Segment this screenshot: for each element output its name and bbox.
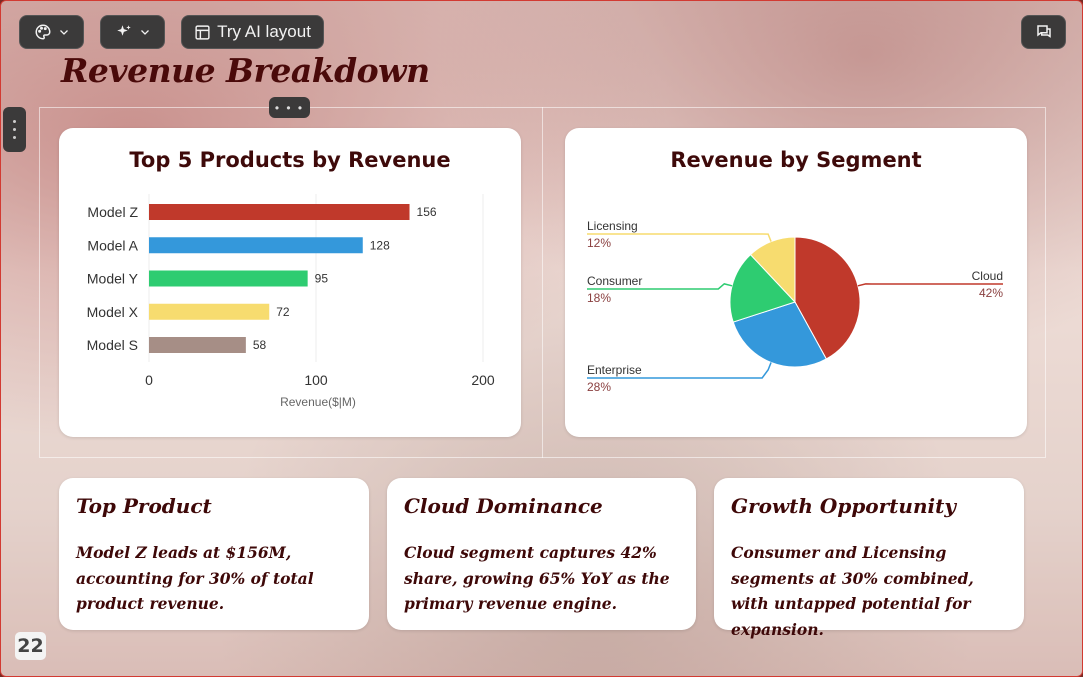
try-ai-layout-button[interactable]: Try AI layout xyxy=(181,15,324,49)
data-label: 72 xyxy=(276,305,290,319)
data-label: 58 xyxy=(253,338,267,352)
y-tick-label: Model X xyxy=(87,304,139,320)
pie-chart-card[interactable]: Revenue by Segment Cloud 42% Enterprise 28%… xyxy=(565,128,1027,437)
insight-title: Cloud Dominance xyxy=(404,494,603,518)
insight-card-top-product[interactable]: Top Product Model Z leads at $156M, acco… xyxy=(59,478,369,630)
y-tick-label: Model A xyxy=(87,237,138,253)
chevron-down-icon xyxy=(59,30,68,35)
insight-title: Growth Opportunity xyxy=(731,494,956,518)
slice-value: 28% xyxy=(587,380,611,394)
slice-value: 42% xyxy=(979,286,1003,300)
insight-card-growth-opportunity[interactable]: Growth Opportunity Consumer and Licensin… xyxy=(714,478,1024,639)
insight-body: Model Z leads at $156M, accounting for 3… xyxy=(76,543,314,613)
theme-button[interactable] xyxy=(19,15,84,49)
insight-body: Cloud segment captures 42% share, growin… xyxy=(404,543,670,613)
try-ai-layout-label: Try AI layout xyxy=(217,22,311,41)
bar-chart-title: Top 5 Products by Revenue xyxy=(129,148,451,172)
insight-body: Consumer and Licensing segments at 30% c… xyxy=(731,543,974,639)
drag-handle-vertical[interactable] xyxy=(3,107,26,152)
palette-icon xyxy=(35,24,51,40)
page-number-badge: 22 xyxy=(15,632,46,660)
bar-chart: 0 100 200 Model Z 156 Model A 128 Model Y 95 Mode… xyxy=(87,194,495,409)
x-tick-label: 0 xyxy=(145,372,153,388)
y-tick-label: Model S xyxy=(87,337,138,353)
pie-chart-title: Revenue by Segment xyxy=(670,148,922,172)
bar xyxy=(149,204,410,220)
chevron-down-icon xyxy=(140,30,149,35)
data-label: 156 xyxy=(417,205,437,219)
y-tick-label: Model Z xyxy=(87,204,138,220)
drag-handle-horizontal[interactable]: • • • xyxy=(269,97,310,118)
data-label: 95 xyxy=(315,272,329,286)
leader-line xyxy=(587,233,772,242)
bar xyxy=(149,270,308,287)
bar xyxy=(149,303,270,320)
slice-label: Consumer xyxy=(587,274,642,288)
leader-line xyxy=(587,283,733,290)
x-axis-label: Revenue($|M) xyxy=(280,395,356,409)
sparkles-icon xyxy=(116,25,131,36)
x-tick-label: 100 xyxy=(304,372,328,388)
slice-label: Cloud xyxy=(972,269,1003,283)
insight-card-cloud-dominance[interactable]: Cloud Dominance Cloud segment captures 4… xyxy=(387,478,696,630)
x-tick-label: 200 xyxy=(471,372,495,388)
selection-divider xyxy=(542,107,543,458)
slice-label: Enterprise xyxy=(587,363,642,377)
slice-value: 12% xyxy=(587,236,611,250)
bar-chart-card[interactable]: Top 5 Products by Revenue 0 100 200 Model Z… xyxy=(59,128,521,437)
layout-icon xyxy=(195,24,210,40)
data-label: 128 xyxy=(370,238,390,252)
page-title: Revenue Breakdown xyxy=(61,51,430,90)
bar xyxy=(149,237,363,254)
insight-title: Top Product xyxy=(76,494,212,518)
leader-line xyxy=(857,283,1003,287)
leader-line xyxy=(587,362,772,379)
slice-value: 18% xyxy=(587,291,611,305)
magic-button[interactable] xyxy=(100,15,165,49)
slice-label: Licensing xyxy=(587,219,638,233)
comments-icon xyxy=(1036,25,1051,38)
pie-chart: Cloud 42% Enterprise 28% Consumer 18% Licensin… xyxy=(587,219,1003,394)
y-tick-label: Model Y xyxy=(87,271,139,287)
pie-slice xyxy=(729,253,796,323)
comments-button[interactable] xyxy=(1021,15,1066,49)
bar xyxy=(149,337,246,353)
